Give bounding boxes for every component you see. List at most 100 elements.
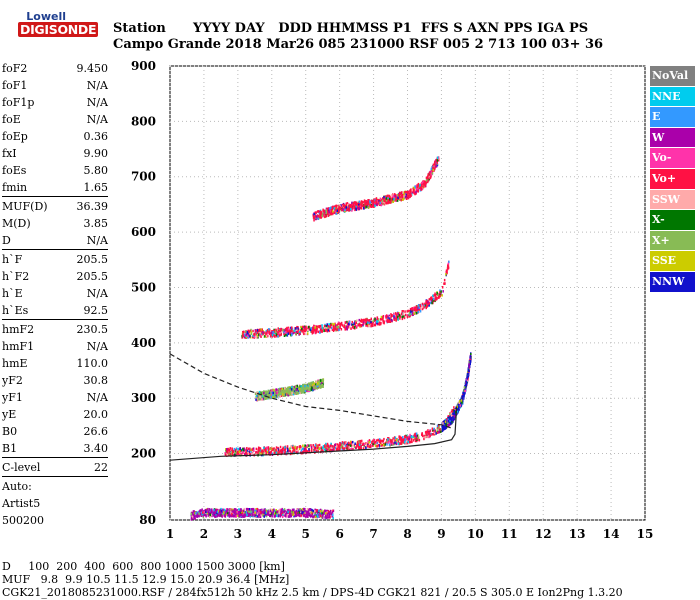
trace-point <box>331 328 334 331</box>
param-value: 30.8 <box>83 374 109 387</box>
trace-point <box>310 388 313 391</box>
trace-point <box>250 331 252 334</box>
trace-point <box>379 197 382 201</box>
trace-point <box>373 439 375 442</box>
trace-point <box>386 443 388 446</box>
param-value: 5.80 <box>83 164 109 177</box>
trace-point <box>344 446 346 450</box>
trace-point <box>249 515 252 518</box>
trace-point <box>408 311 411 315</box>
trace-point <box>403 316 406 320</box>
trace-point <box>305 328 307 332</box>
trace-point <box>240 449 242 452</box>
trace-point <box>290 329 292 333</box>
trace-point <box>373 198 375 202</box>
trace-point <box>424 302 426 306</box>
trace-point <box>366 202 368 206</box>
trace-point <box>429 170 431 174</box>
x-tick-label: 15 <box>637 527 654 541</box>
trace-point <box>360 447 363 450</box>
ionospheric-parameters: foF2 9.450 foF1 N/A foF1p N/A foE N/A foEp 0.36 fx… <box>2 60 108 529</box>
trace-point <box>337 444 339 447</box>
trace-point <box>448 423 451 426</box>
trace-point <box>277 335 279 338</box>
trace-point <box>412 190 414 193</box>
param-name: fmin <box>2 181 28 194</box>
trace-point <box>360 324 363 328</box>
trace-point <box>331 209 333 212</box>
trace-point <box>341 324 344 327</box>
trace-point <box>410 310 412 314</box>
param-name: h`E <box>2 287 23 300</box>
trace-point <box>349 444 352 447</box>
trace-point <box>376 441 378 445</box>
trace-point <box>269 447 271 450</box>
trace-point <box>450 416 452 420</box>
trace-point <box>454 411 457 414</box>
trace-point <box>325 214 327 218</box>
trace-point <box>354 201 357 204</box>
trace-point <box>438 426 440 429</box>
trace-point <box>461 396 464 399</box>
logo-line1: Lowell <box>26 10 66 23</box>
trace-point <box>245 451 247 454</box>
trace-point <box>464 384 466 388</box>
trace-point <box>293 390 296 393</box>
param-row: D N/A <box>2 232 108 249</box>
trace-point <box>329 212 332 215</box>
trace-point <box>286 326 288 330</box>
param-value: 26.6 <box>83 425 109 438</box>
trace-point <box>393 436 396 439</box>
trace-point <box>334 443 336 446</box>
trace-point <box>257 393 260 397</box>
trace-point <box>356 441 359 444</box>
trace-point <box>355 321 357 324</box>
trace-point <box>327 324 330 328</box>
trace-point <box>441 294 443 297</box>
trace-point <box>443 278 446 282</box>
trace-point <box>423 180 426 183</box>
x-tick-label: 11 <box>501 527 518 541</box>
trace-point <box>340 323 342 326</box>
trace-point <box>444 426 446 429</box>
trace-point <box>435 164 437 168</box>
trace-point <box>326 324 328 327</box>
trace-point <box>446 419 448 422</box>
trace-point <box>416 439 418 443</box>
trace-point <box>401 191 403 194</box>
trace-point <box>283 330 285 334</box>
trace-point <box>463 391 465 395</box>
trace-point <box>431 433 433 436</box>
trace-point <box>384 314 387 318</box>
trace-point <box>384 198 387 201</box>
trace-point <box>338 446 340 450</box>
trace-point <box>267 390 270 393</box>
trace-point <box>241 512 244 515</box>
trace-point <box>250 332 253 336</box>
trace-point <box>418 306 420 309</box>
param-note: Auto: <box>2 480 32 493</box>
trace-point <box>275 333 277 336</box>
trace-point <box>264 397 267 400</box>
trace-point <box>365 320 367 324</box>
trace-point <box>409 195 411 198</box>
trace-point <box>411 311 414 314</box>
trace-point <box>430 170 433 174</box>
trace-point <box>332 324 335 328</box>
trace-point <box>351 207 354 211</box>
trace-point <box>295 451 298 454</box>
trace-point <box>387 438 389 441</box>
param-value: 36.39 <box>76 200 109 213</box>
trace-point <box>324 448 326 451</box>
trace-point <box>422 181 424 184</box>
trace-point <box>260 328 262 331</box>
trace-point <box>312 328 314 332</box>
trace-point <box>338 328 340 332</box>
trace-point <box>407 309 409 313</box>
trace-point <box>397 438 400 442</box>
trace-point <box>326 212 329 215</box>
trace-point <box>243 507 245 511</box>
trace-point <box>297 450 300 453</box>
trace-point <box>262 397 264 401</box>
trace-point <box>305 387 307 391</box>
